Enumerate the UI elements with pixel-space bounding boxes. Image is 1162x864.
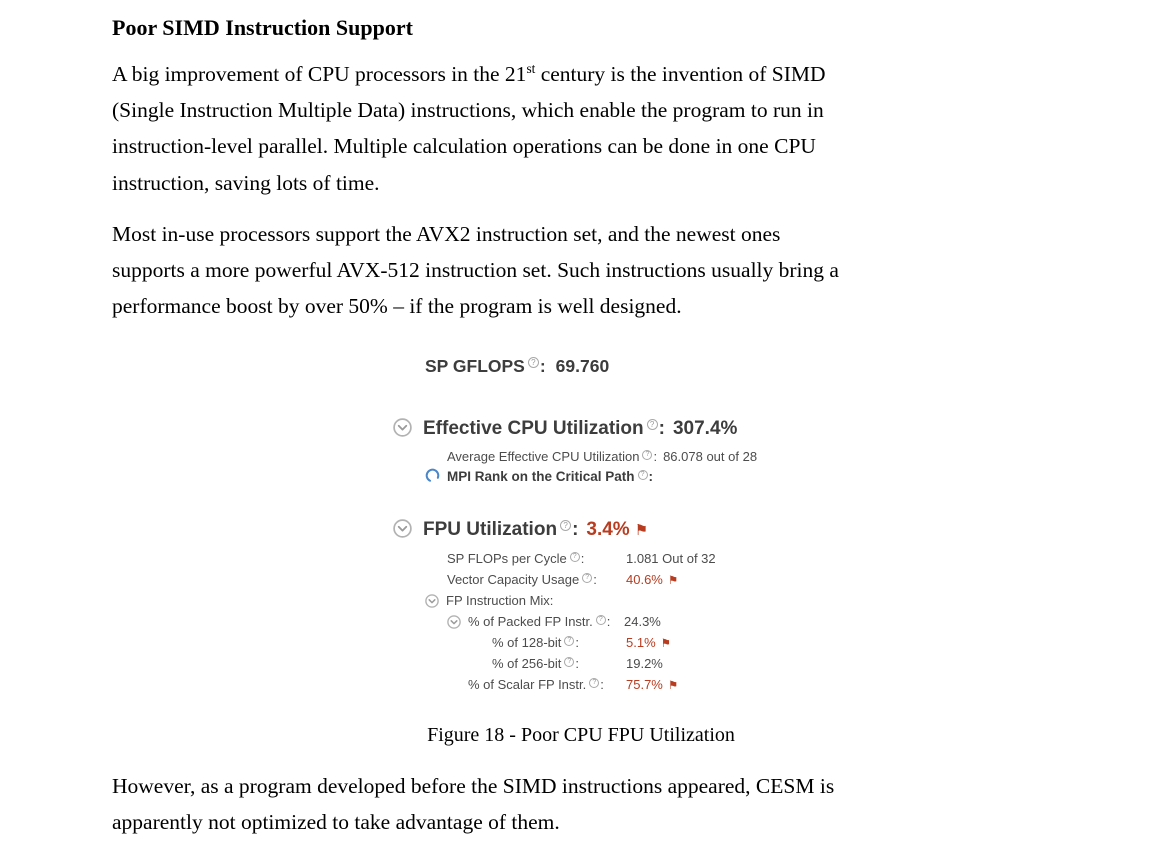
metric-avg-effective-cpu: Average Effective CPU Utilization?:86.07… bbox=[447, 449, 757, 465]
flag-icon: ⚑ bbox=[634, 521, 649, 539]
help-glyph: ? bbox=[531, 358, 536, 367]
colon: : bbox=[648, 469, 654, 484]
flag-icon: ⚑ bbox=[667, 573, 679, 587]
metric-label: SP GFLOPS bbox=[425, 356, 525, 376]
metric-vector-capacity-usage: Vector Capacity Usage?: bbox=[447, 572, 597, 588]
mpi-rank-arc-icon bbox=[425, 468, 440, 486]
help-icon: ? bbox=[564, 636, 575, 646]
metric-label: MPI Rank on the Critical Path bbox=[447, 469, 635, 484]
paragraph-avx: Most in-use processors support the AVX2 … bbox=[112, 216, 1072, 325]
paragraph-simd-intro: A big improvement of CPU processors in t… bbox=[112, 56, 1072, 201]
metric-value: 40.6% bbox=[626, 572, 663, 587]
help-icon: ? bbox=[642, 450, 653, 460]
help-glyph: ? bbox=[563, 521, 568, 530]
help-icon: ? bbox=[560, 520, 572, 531]
metric-effective-cpu-utilization: Effective CPU Utilization?:307.4% bbox=[393, 418, 737, 443]
section-heading: Poor SIMD Instruction Support bbox=[112, 15, 413, 40]
help-glyph: ? bbox=[572, 553, 577, 560]
chevron-down-icon bbox=[447, 615, 461, 632]
help-icon: ? bbox=[646, 419, 658, 430]
help-icon: ? bbox=[595, 615, 606, 625]
text-line: instruction, saving lots of time. bbox=[112, 170, 380, 195]
flag-icon: ⚑ bbox=[660, 636, 671, 650]
colon: : bbox=[575, 635, 579, 650]
superscript-st: st bbox=[526, 60, 536, 76]
metric-value: 75.7% bbox=[626, 677, 663, 692]
text-line: However, as a program developed before t… bbox=[112, 774, 835, 798]
text-run: A big improvement of CPU processors in t… bbox=[112, 62, 527, 86]
metric-value-scalar: 75.7% ⚑ bbox=[626, 677, 678, 692]
colon: : bbox=[539, 356, 546, 376]
help-glyph: ? bbox=[645, 451, 650, 458]
help-glyph: ? bbox=[567, 658, 572, 665]
text-line: performance boost by over 50% – if the p… bbox=[112, 294, 682, 319]
colon: : bbox=[575, 656, 579, 671]
text-line: (Single Instruction Multiple Data) instr… bbox=[112, 98, 824, 123]
help-icon: ? bbox=[569, 552, 580, 562]
metric-label: % of Scalar FP Instr. bbox=[468, 677, 587, 692]
metric-128-bit: % of 128-bit?: bbox=[492, 635, 579, 651]
help-glyph: ? bbox=[598, 616, 603, 623]
chevron-down-icon bbox=[425, 594, 439, 611]
help-icon: ? bbox=[582, 573, 593, 583]
colon: : bbox=[600, 677, 604, 692]
metric-value-packed: 24.3% bbox=[624, 614, 661, 629]
metric-value: 86.078 out of 28 bbox=[663, 449, 758, 464]
text-run: century is the invention of SIMD bbox=[535, 62, 826, 86]
metric-fp-instruction-mix: FP Instruction Mix: bbox=[425, 593, 553, 611]
metric-mpi-rank-critical-path: MPI Rank on the Critical Path?: bbox=[425, 468, 653, 486]
colon: : bbox=[593, 572, 597, 587]
help-glyph: ? bbox=[567, 637, 572, 644]
metric-label: FP Instruction Mix: bbox=[446, 593, 554, 608]
help-icon: ? bbox=[527, 357, 539, 368]
metric-value-128-bit: 5.1% ⚑ bbox=[626, 635, 671, 650]
paragraph-conclusion: However, as a program developed before t… bbox=[112, 768, 1072, 840]
metric-packed-fp-instr: % of Packed FP Instr.?: bbox=[447, 614, 610, 632]
metric-sp-flops-per-cycle: SP FLOPs per Cycle?: bbox=[447, 551, 584, 567]
metric-value: 3.4% bbox=[586, 519, 630, 540]
text-line: instruction-level parallel. Multiple cal… bbox=[112, 134, 816, 159]
help-icon: ? bbox=[637, 470, 648, 480]
metric-label: % of Packed FP Instr. bbox=[468, 614, 593, 629]
metric-256-bit: % of 256-bit?: bbox=[492, 656, 579, 672]
metric-label: % of 256-bit bbox=[492, 656, 562, 671]
metric-value-vector-capacity: 40.6% ⚑ bbox=[626, 572, 678, 587]
chevron-down-icon bbox=[393, 519, 412, 544]
help-icon: ? bbox=[564, 657, 575, 667]
colon: : bbox=[580, 551, 585, 566]
help-icon: ? bbox=[589, 678, 600, 688]
metric-value: 69.760 bbox=[555, 356, 610, 376]
colon: : bbox=[658, 418, 665, 439]
metric-scalar-fp-instr: % of Scalar FP Instr.?: bbox=[468, 677, 604, 693]
figure-caption: Figure 18 - Poor CPU FPU Utilization bbox=[427, 724, 735, 746]
metric-label: SP FLOPs per Cycle bbox=[447, 551, 567, 566]
metric-value-256-bit: 19.2% bbox=[626, 656, 663, 671]
help-glyph: ? bbox=[649, 420, 655, 429]
colon: : bbox=[572, 519, 579, 540]
metric-value: 307.4% bbox=[672, 418, 738, 439]
text-line: apparently not optimized to take advanta… bbox=[112, 810, 560, 835]
metric-label: Average Effective CPU Utilization bbox=[447, 449, 640, 464]
metric-label: Vector Capacity Usage bbox=[447, 572, 580, 587]
metric-value: 5.1% bbox=[626, 635, 656, 650]
text-line: A big improvement of CPU processors in t… bbox=[112, 56, 1072, 92]
help-glyph: ? bbox=[585, 574, 590, 581]
metric-label: Effective CPU Utilization bbox=[423, 418, 644, 439]
help-glyph: ? bbox=[592, 679, 597, 686]
chevron-down-icon bbox=[393, 418, 412, 443]
text-line: supports a more powerful AVX-512 instruc… bbox=[112, 258, 839, 283]
metric-fpu-utilization: FPU Utilization?:3.4% ⚑ bbox=[393, 519, 648, 544]
text-line: Most in-use processors support the AVX2 … bbox=[112, 222, 781, 246]
flag-icon: ⚑ bbox=[667, 678, 679, 692]
metric-value-sp-flops: 1.081 Out of 32 bbox=[626, 551, 716, 566]
help-glyph: ? bbox=[640, 471, 645, 478]
metric-label: FPU Utilization bbox=[423, 519, 558, 540]
metric-label: % of 128-bit bbox=[492, 635, 562, 650]
colon: : bbox=[606, 614, 611, 629]
colon: : bbox=[653, 449, 658, 464]
metric-sp-gflops: SP GFLOPS?:69.760 bbox=[425, 356, 609, 377]
